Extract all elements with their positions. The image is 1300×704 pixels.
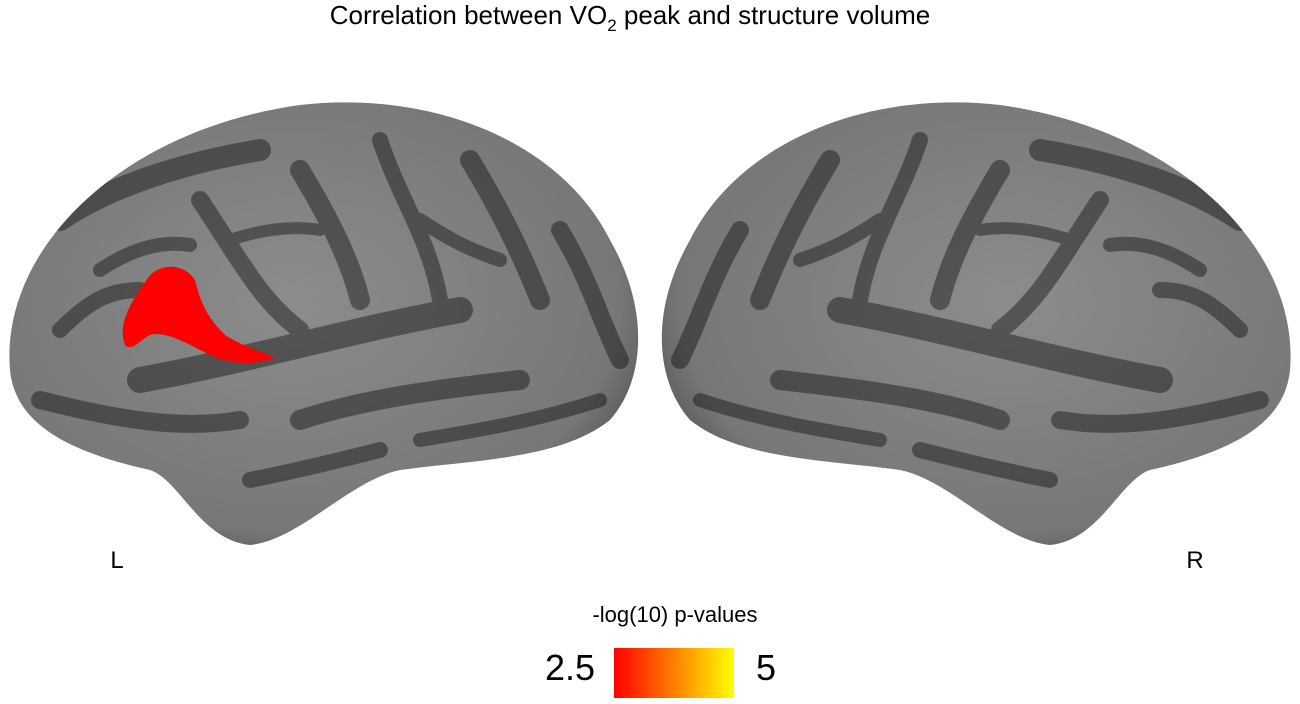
title-suffix: peak and structure volume — [617, 0, 931, 30]
right-label: R — [1186, 547, 1203, 574]
left-label: L — [110, 547, 123, 574]
title: Correlation between VO2 peak and structu… — [330, 0, 931, 35]
title-prefix: Correlation between VO — [330, 0, 607, 30]
colorbar-label: -log(10) p-values — [592, 602, 757, 627]
colorbar-max: 5 — [756, 647, 776, 688]
colorbar-min: 2.5 — [545, 647, 595, 688]
title-subscript: 2 — [607, 16, 616, 35]
right-hemisphere — [662, 102, 1291, 545]
colorbar — [614, 648, 734, 698]
left-hemisphere — [9, 102, 638, 545]
significant-cluster — [122, 266, 276, 363]
